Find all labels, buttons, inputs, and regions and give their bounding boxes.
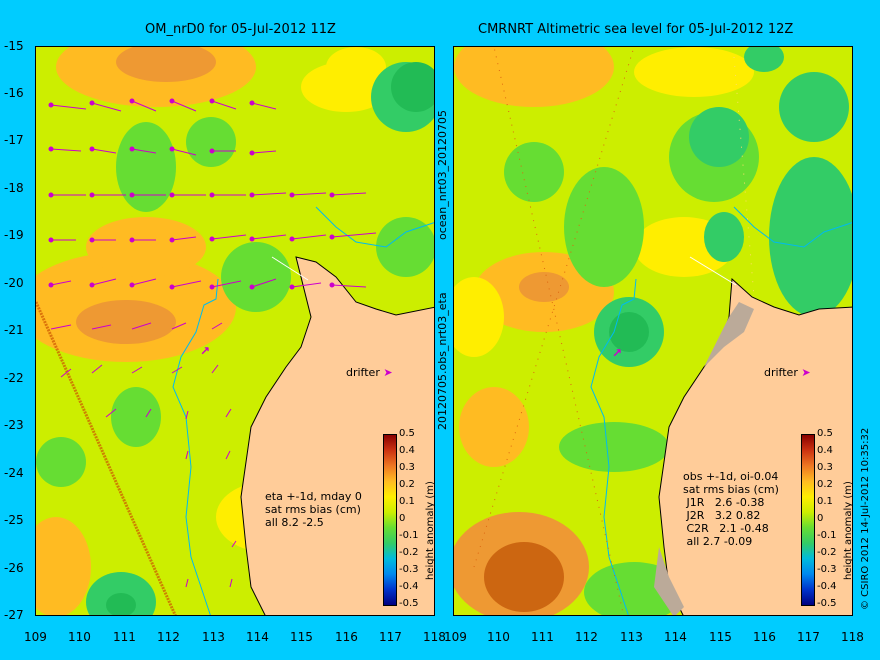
colorbar-tick: -0.1 [399,530,419,541]
x-tick: 109 [444,630,467,644]
drifter-text: drifter [764,366,798,379]
colorbar-tick: -0.3 [817,564,837,575]
left-map-panel[interactable]: ↗ [35,46,435,616]
credit-text: © CSIRO 2012 14-Jul-2012 10:35:32 [860,427,871,610]
right-stats-text: obs +-1d, oi-0.04 sat rms bias (cm) J1R … [683,470,779,548]
colorbar-tick: 0.3 [399,462,415,473]
colorbar-tick: 0.3 [817,462,833,473]
y-tick: -23 [4,418,24,432]
right-colorbar-label: height anomaly (m) [843,481,854,580]
x-tick: 111 [531,630,554,644]
x-tick: 118 [423,630,446,644]
x-tick: 117 [797,630,820,644]
drifter-text: drifter [346,366,380,379]
left-data-source-label: 20120705.obs_nrt03_eta [436,292,449,430]
colorbar-tick: -0.1 [817,530,837,541]
colorbar-tick: -0.5 [399,598,419,609]
colorbar-tick: -0.2 [399,547,419,558]
y-tick: -26 [4,561,24,575]
x-tick: 112 [157,630,180,644]
y-tick: -16 [4,86,24,100]
x-tick: 114 [246,630,269,644]
x-tick: 112 [575,630,598,644]
left-stats-text: eta +-1d, mday 0 sat rms bias (cm) all 8… [265,490,362,529]
x-tick: 118 [841,630,864,644]
y-tick: -24 [4,466,24,480]
y-tick: -27 [4,608,24,622]
drifter-arrow-icon: ➤ [801,366,811,379]
left-drifter-label: drifter ➤ [346,366,393,379]
colorbar-tick: 0.5 [817,428,833,439]
y-tick: -17 [4,133,24,147]
colorbar-tick: 0.2 [817,479,833,490]
x-tick: 113 [202,630,225,644]
drifter-arrow-icon: ➤ [383,366,393,379]
colorbar-tick: 0.1 [817,496,833,507]
y-tick: -19 [4,228,24,242]
right-data-source-label: ocean_nrt03_20120705 [436,109,449,240]
colorbar-tick: -0.3 [399,564,419,575]
left-colorbar [383,434,397,606]
x-tick: 109 [24,630,47,644]
left-map-title: OM_nrD0 for 05-Jul-2012 11Z [145,22,336,37]
y-tick: -18 [4,181,24,195]
x-tick: 110 [487,630,510,644]
x-tick: 116 [335,630,358,644]
right-map-field: ↗ [454,47,852,615]
x-tick: 111 [113,630,136,644]
colorbar-tick: -0.4 [817,581,837,592]
y-tick: -20 [4,276,24,290]
x-tick: 117 [379,630,402,644]
y-tick: -22 [4,371,24,385]
y-tick: -21 [4,323,24,337]
x-tick: 114 [664,630,687,644]
left-colorbar-label: height anomaly (m) [425,481,436,580]
right-map-panel[interactable]: ↗ [453,46,853,616]
colorbar-tick: 0 [817,513,824,524]
y-tick: -25 [4,513,24,527]
colorbar-tick: 0.4 [817,445,833,456]
x-tick: 116 [753,630,776,644]
svg-text:↗: ↗ [200,344,210,358]
colorbar-tick: 0.2 [399,479,415,490]
right-drifter-label: drifter ➤ [764,366,811,379]
colorbar-tick: 0.4 [399,445,415,456]
colorbar-tick: -0.4 [399,581,419,592]
colorbar-tick: 0 [399,513,406,524]
colorbar-tick: -0.2 [817,547,837,558]
x-tick: 113 [620,630,643,644]
colorbar-tick: -0.5 [817,598,837,609]
svg-text:↗: ↗ [612,346,622,360]
x-tick: 115 [709,630,732,644]
x-tick: 110 [68,630,91,644]
y-tick: -15 [4,39,24,53]
right-map-title: CMRNRT Altimetric sea level for 05-Jul-2… [478,22,794,37]
colorbar-tick: 0.5 [399,428,415,439]
x-tick: 115 [290,630,313,644]
right-colorbar [801,434,815,606]
colorbar-tick: 0.1 [399,496,415,507]
left-map-field: ↗ [36,47,434,615]
